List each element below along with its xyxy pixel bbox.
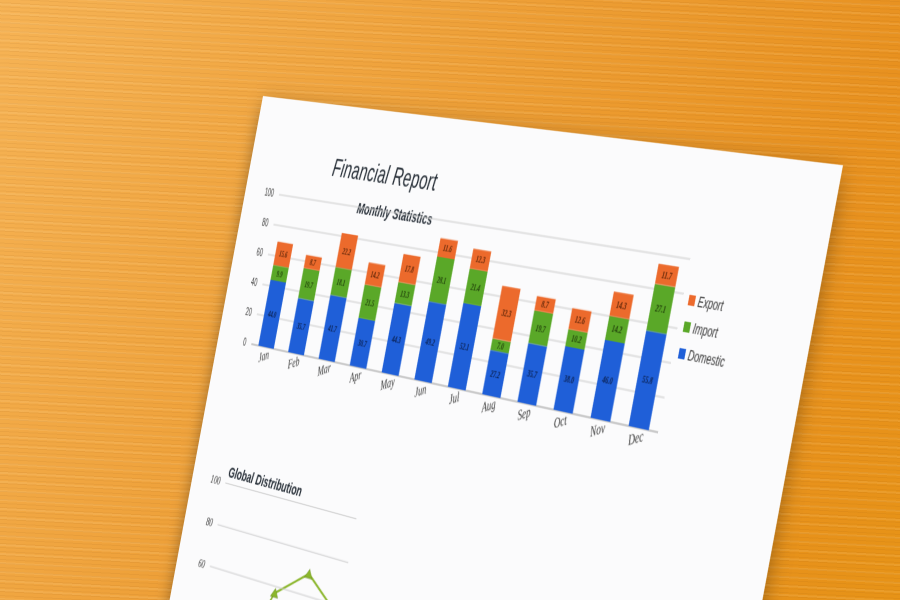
svg-text:80: 80 [205,515,214,530]
svg-text:100: 100 [209,473,221,489]
svg-text:60: 60 [197,557,206,572]
